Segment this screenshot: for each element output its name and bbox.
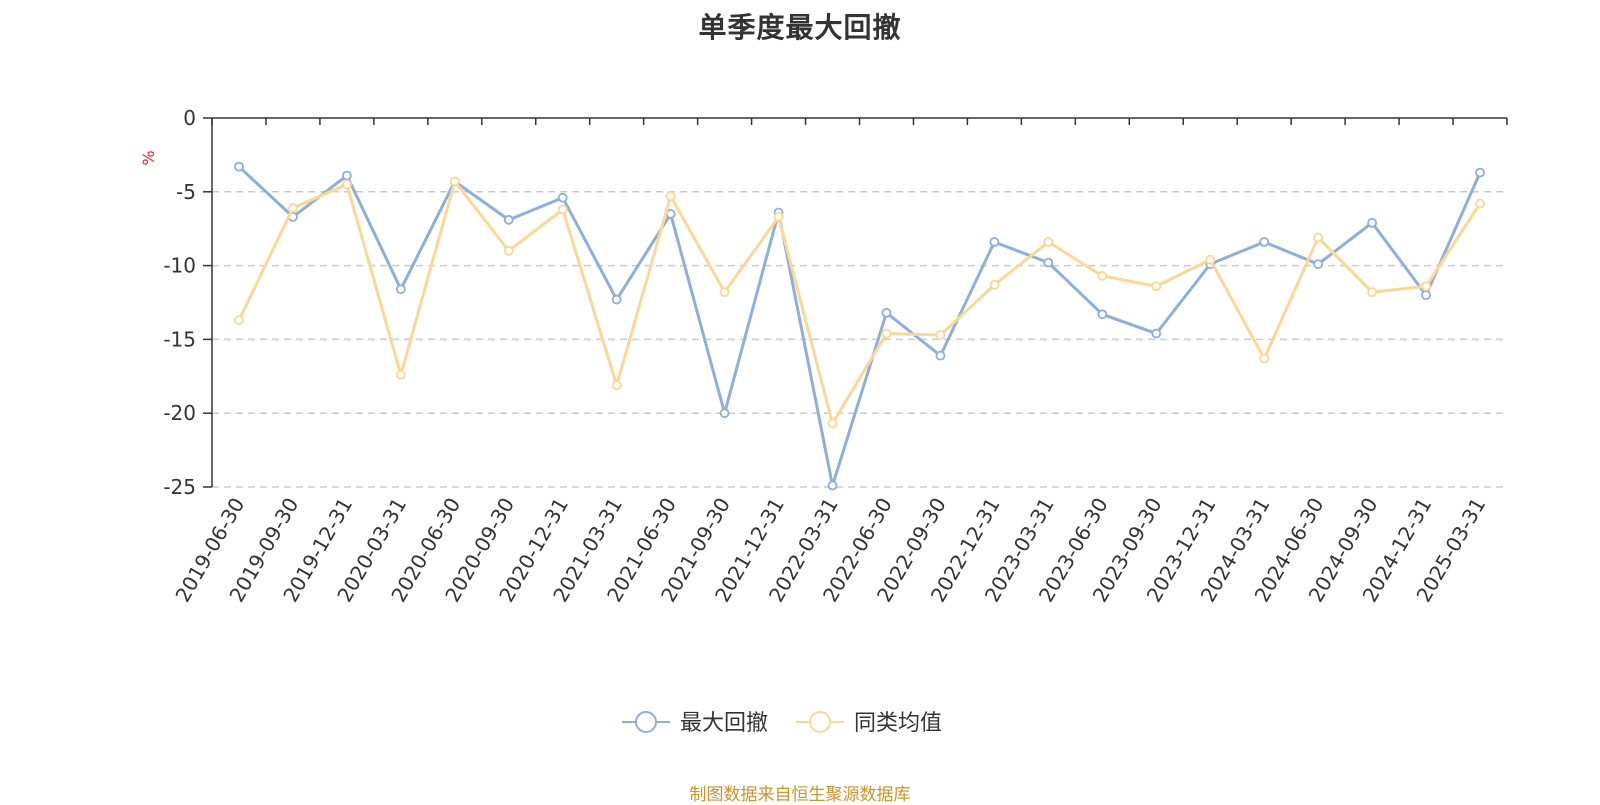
- data-point: [503, 214, 514, 225]
- axes: [203, 117, 1508, 488]
- data-point: [341, 170, 352, 181]
- series: [234, 161, 1485, 491]
- source-note: 制图数据来自恒生聚源数据库: [689, 785, 911, 805]
- data-point: [989, 237, 1000, 247]
- data-point: [1421, 290, 1431, 301]
- data-point: [1043, 237, 1054, 247]
- data-point: [395, 369, 406, 380]
- x-tick-labels: 2019-06-302019-09-302019-12-312020-03-31…: [170, 494, 1490, 607]
- y-tick-label: -20: [163, 401, 196, 425]
- data-point: [989, 279, 1000, 290]
- data-point: [1421, 281, 1431, 292]
- data-point: [1205, 254, 1216, 265]
- data-point: [1151, 328, 1162, 339]
- data-point: [611, 294, 622, 305]
- data-point: [827, 480, 838, 491]
- data-point: [1475, 167, 1485, 178]
- data-point: [827, 418, 838, 429]
- data-point: [341, 179, 352, 190]
- legend-label: 同类均值: [854, 711, 942, 736]
- data-point: [1043, 257, 1054, 268]
- data-point: [1259, 237, 1270, 247]
- y-tick-label: -5: [176, 180, 196, 204]
- data-point: [1313, 259, 1324, 270]
- data-point: [557, 204, 568, 215]
- chart-title: 单季度最大回撤: [698, 11, 902, 44]
- legend-item-2: 同类均值: [796, 711, 942, 736]
- data-point: [234, 161, 244, 172]
- data-point: [881, 328, 892, 339]
- data-point: [1367, 217, 1378, 228]
- data-point: [1259, 353, 1270, 364]
- data-point: [449, 176, 460, 187]
- data-point: [1097, 271, 1108, 281]
- legend-label: 最大回撤: [680, 711, 768, 736]
- legend: 最大回撤 同类均值: [622, 711, 942, 736]
- series-1: [234, 161, 1485, 491]
- y-axis-unit-label: %: [139, 150, 158, 165]
- data-point: [1475, 198, 1485, 209]
- legend-marker-icon: [809, 711, 831, 733]
- y-tick-label: 0: [183, 106, 196, 130]
- data-point: [1151, 281, 1162, 292]
- series-line: [237, 179, 1482, 426]
- data-point: [1367, 287, 1378, 298]
- legend-marker-icon: [635, 711, 657, 733]
- y-tick-label: -10: [163, 254, 196, 278]
- legend-item-1: 最大回撤: [622, 711, 768, 736]
- data-point: [503, 245, 514, 256]
- data-point: [719, 408, 730, 419]
- y-tick-label: -25: [163, 475, 196, 499]
- data-point: [881, 307, 892, 318]
- data-point: [935, 330, 946, 340]
- data-point: [1313, 232, 1324, 243]
- data-point: [935, 350, 946, 361]
- series-2: [234, 176, 1485, 429]
- y-tick-label: -15: [163, 327, 196, 351]
- data-point: [288, 203, 298, 213]
- data-point: [773, 211, 784, 222]
- series-line: [237, 165, 1482, 488]
- data-point: [395, 284, 406, 295]
- data-point: [1097, 309, 1108, 320]
- data-point: [234, 315, 244, 326]
- data-point: [665, 191, 676, 202]
- data-point: [557, 192, 568, 203]
- y-tick-labels: 0 -5 -10 -15 -20 -25: [163, 106, 196, 499]
- data-point: [719, 287, 730, 298]
- grid-lines: [212, 191, 1507, 488]
- data-point: [611, 380, 622, 391]
